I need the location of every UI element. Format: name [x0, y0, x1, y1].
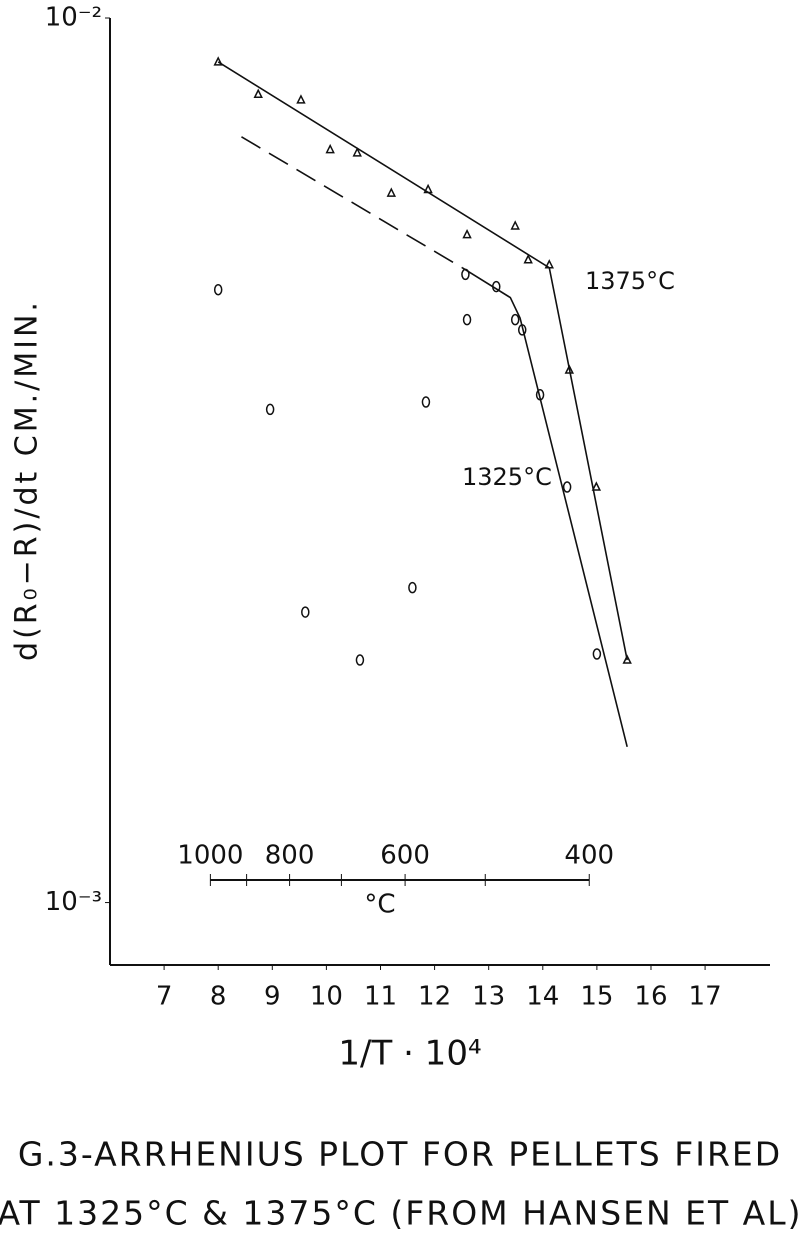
triangle-point [352, 147, 362, 157]
x-tick-label: 12 [418, 982, 451, 1012]
circle-point [510, 313, 520, 326]
triangle-point [462, 228, 472, 239]
triangle-point [622, 654, 632, 664]
fit-line [241, 136, 463, 269]
x-axis-label: 1/T · 10⁴ [338, 1034, 481, 1074]
triangle-point [523, 254, 533, 264]
triangle-point [564, 364, 575, 374]
temp-tick-label: 800 [265, 841, 315, 871]
triangle-point [325, 143, 335, 154]
circle-point [355, 654, 365, 666]
y-axis-label: d(R₀−R)/dt CM./MIN. [10, 299, 45, 661]
circle-point [592, 648, 602, 660]
circle-point [461, 268, 470, 281]
triangle-point [544, 259, 554, 269]
fit-line [217, 61, 628, 661]
fit-line [461, 267, 628, 747]
x-tick-label: 7 [156, 982, 173, 1012]
x-tick-label: 9 [264, 982, 281, 1012]
temp-tick-label: 600 [380, 841, 430, 871]
y-tick-label: 10⁻² [45, 3, 102, 33]
triangle-point [253, 88, 263, 98]
circle-point [492, 280, 501, 293]
triangle-point [510, 220, 520, 230]
circle-point [562, 481, 572, 493]
circle-point [213, 283, 223, 296]
x-tick-label: 13 [472, 982, 505, 1012]
x-tick-label: 15 [580, 982, 613, 1012]
temp-unit: °C [364, 890, 395, 920]
circle-point [535, 389, 545, 401]
x-tick-label: 14 [526, 982, 559, 1012]
circle-point [421, 396, 431, 408]
y-tick-label: 10⁻³ [45, 887, 102, 917]
circle-point [301, 606, 310, 618]
caption-line: G.3-ARRHENIUS PLOT FOR PELLETS FIRED [18, 1135, 782, 1174]
temp-tick-label: 400 [564, 841, 614, 871]
caption-line: AT 1325°C & 1375°C (FROM HANSEN ET AL) [0, 1194, 800, 1233]
circle-point [265, 403, 275, 416]
temp-tick-label: 1000 [177, 841, 243, 871]
triangle-point [386, 187, 397, 197]
circle-point [462, 313, 472, 326]
x-tick-label: 11 [364, 982, 397, 1012]
triangle-point [591, 481, 602, 491]
series-label: 1375°C [585, 267, 675, 295]
circle-point [517, 324, 527, 336]
triangle-point [423, 183, 433, 194]
x-tick-label: 10 [310, 982, 343, 1012]
triangle-point [296, 94, 306, 104]
x-tick-label: 8 [210, 982, 227, 1012]
triangle-point [213, 56, 223, 66]
series-label: 1325°C [462, 463, 552, 491]
circle-point [408, 581, 417, 594]
x-tick-label: 16 [634, 982, 667, 1012]
x-tick-label: 17 [689, 982, 722, 1012]
